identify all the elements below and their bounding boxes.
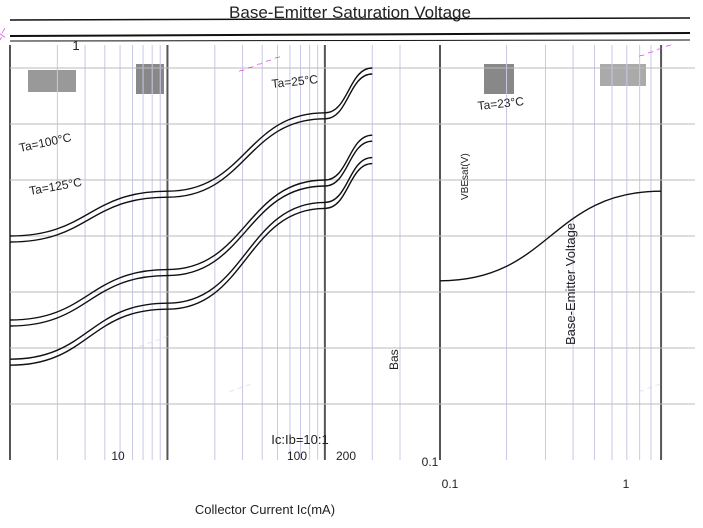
x-axis-label: Collector Current Ic(mA)	[195, 502, 335, 517]
series-label-ta25-right: Ta=23°C	[477, 94, 525, 113]
grey-block	[600, 64, 646, 86]
svg-text:~ ~ ~ ~ ~: ~ ~ ~ ~ ~	[237, 51, 283, 77]
curves	[9, 67, 662, 366]
tick-label-y-1: 1	[72, 38, 79, 53]
y-axis-label-fragment: VBEsat(V)	[460, 153, 471, 200]
series-line-left-0	[9, 67, 373, 237]
svg-text:~ ~ ~: ~ ~ ~	[637, 380, 663, 398]
series-line-left-2	[9, 156, 373, 360]
series-label-ta100: Ta=100°C	[18, 130, 73, 155]
svg-text:~ ~ ~: ~ ~ ~	[227, 380, 253, 398]
tick-label-x-200: 200	[336, 449, 356, 463]
series-line-left-0-band	[9, 73, 373, 243]
svg-text:~ ~ ~ ~: ~ ~ ~ ~	[137, 332, 171, 353]
y-axis-label: Base-Emitter Voltage	[563, 223, 578, 345]
series-line-right-0	[439, 190, 662, 282]
tick-label-x-1: 1	[623, 477, 630, 491]
tick-label-x-0-1: 0.1	[442, 477, 459, 491]
grey-block	[28, 70, 76, 92]
tick-label-y-0-1: 0.1	[422, 455, 439, 469]
grey-block	[136, 64, 164, 94]
svg-text:~/~: ~/~	[0, 26, 11, 45]
y-axis-label-fragment-short: Bas	[387, 349, 401, 370]
grid	[9, 45, 695, 460]
tick-label-x-10: 10	[111, 449, 125, 463]
series-line-left-1-band	[9, 140, 373, 327]
series-line-left-1	[9, 134, 373, 321]
annotation-ratio: Ic:Ib=10:1	[271, 432, 328, 447]
svg-text:~ ~ ~ ~: ~ ~ ~ ~	[637, 40, 674, 63]
tick-label-x-100: 100	[287, 449, 307, 463]
chart-title: Base-Emitter Saturation Voltage	[229, 3, 471, 22]
series-label-ta125: Ta=125°C	[28, 175, 83, 198]
series-line-left-2-band	[9, 162, 373, 366]
series-label-ta25: Ta=25°C	[271, 72, 319, 91]
grey-block	[484, 64, 514, 94]
header-bars	[9, 17, 691, 94]
